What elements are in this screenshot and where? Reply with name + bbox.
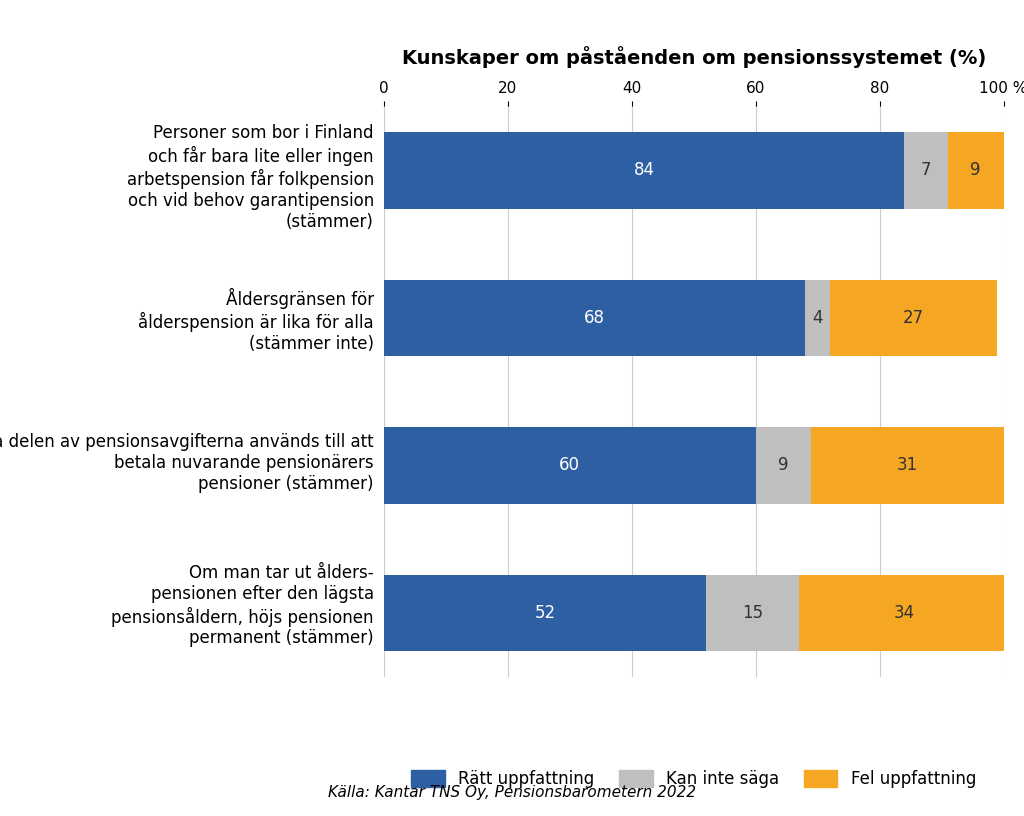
Text: Största delen av pensionsavgifterna används till att
betala nuvarande pensionäre: Största delen av pensionsavgifterna anvä… (0, 433, 374, 493)
Text: 9: 9 (971, 162, 981, 180)
Bar (707, 574, 799, 651)
Bar (756, 427, 811, 503)
Bar (811, 427, 1004, 503)
Text: 9: 9 (778, 456, 788, 474)
Bar (384, 427, 756, 503)
Bar (830, 280, 997, 357)
Text: 52: 52 (535, 604, 556, 622)
Text: 7: 7 (921, 162, 932, 180)
Text: 27: 27 (903, 309, 925, 327)
Text: 84: 84 (634, 162, 654, 180)
Bar (384, 280, 805, 357)
Text: Om man tar ut ålders-
pensionen efter den lägsta
pensionsåldern, höjs pensionen
: Om man tar ut ålders- pensionen efter de… (112, 565, 374, 647)
Bar (805, 280, 830, 357)
Bar (948, 132, 1004, 209)
Text: 4: 4 (812, 309, 823, 327)
Text: 68: 68 (584, 309, 605, 327)
Bar (384, 574, 707, 651)
Bar (799, 574, 1010, 651)
Text: Åldersgränsen för
ålderspension är lika för alla
(stämmer inte): Åldersgränsen för ålderspension är lika … (138, 288, 374, 353)
Text: 31: 31 (897, 456, 919, 474)
Text: 60: 60 (559, 456, 581, 474)
Text: 34: 34 (894, 604, 915, 622)
Bar (384, 132, 904, 209)
Text: Källa: Kantar TNS Oy, Pensionsbarometern 2022: Källa: Kantar TNS Oy, Pensionsbarometern… (328, 785, 696, 800)
Bar (904, 132, 948, 209)
Title: Kunskaper om påståenden om pensionssystemet (%): Kunskaper om påståenden om pensionssyste… (401, 47, 986, 69)
Text: 15: 15 (742, 604, 763, 622)
Legend: Rätt uppfattning, Kan inte säga, Fel uppfattning: Rätt uppfattning, Kan inte säga, Fel upp… (404, 763, 983, 795)
Text: Personer som bor i Finland
och får bara lite eller ingen
arbetspension får folkp: Personer som bor i Finland och får bara … (127, 124, 374, 231)
